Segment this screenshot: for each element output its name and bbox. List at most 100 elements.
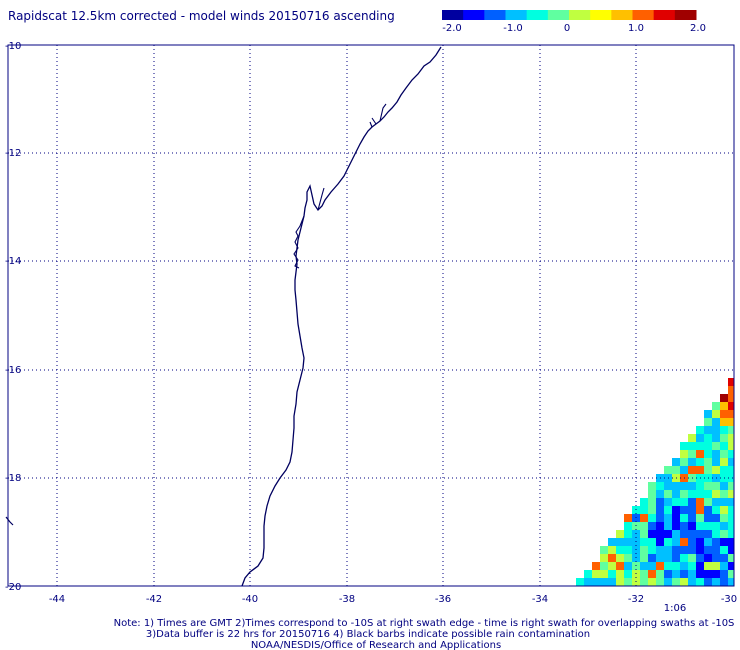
lon-label: -30 (721, 594, 737, 605)
wind-cell (720, 546, 728, 554)
colorbar-tick-labels: -2.0 -1.0 0 1.0 2.0 (442, 23, 706, 34)
wind-cell (640, 554, 648, 562)
wind-cell (600, 578, 608, 586)
wind-cell (640, 546, 648, 554)
wind-cell (712, 546, 720, 554)
wind-cell (608, 578, 616, 586)
lon-label: -42 (146, 594, 162, 605)
colorbar-tick-label: 2.0 (690, 23, 706, 34)
wind-cell (712, 466, 720, 474)
wind-cell (712, 410, 720, 418)
wind-cell (696, 442, 704, 450)
wind-cell (664, 578, 672, 586)
wind-cell (672, 554, 680, 562)
wind-cell (688, 506, 696, 514)
wind-cell (696, 498, 704, 506)
wind-cell (704, 458, 712, 466)
wind-cell (720, 522, 728, 530)
wind-cell (640, 514, 648, 522)
wind-cell (720, 426, 728, 434)
wind-cell (672, 498, 680, 506)
colorbar-swatch (569, 10, 591, 20)
wind-cell (720, 402, 728, 410)
wind-cell (672, 514, 680, 522)
wind-cell (712, 530, 720, 538)
wind-cell (680, 498, 688, 506)
wind-cell (648, 538, 656, 546)
wind-cell (624, 530, 632, 538)
wind-cell (664, 562, 672, 570)
wind-cell (688, 554, 696, 562)
wind-cell (720, 570, 728, 578)
wind-cell (680, 466, 688, 474)
wind-cell (728, 474, 734, 482)
wind-cell (624, 562, 632, 570)
wind-cell (712, 482, 720, 490)
wind-cell (656, 562, 664, 570)
wind-cell (728, 538, 734, 546)
wind-cell (656, 506, 664, 514)
wind-cell (680, 570, 688, 578)
wind-cell (704, 578, 712, 586)
wind-cell (728, 466, 734, 474)
wind-cell (712, 426, 720, 434)
wind-cell (712, 578, 720, 586)
wind-cell (648, 490, 656, 498)
wind-cell (720, 482, 728, 490)
wind-cell (728, 402, 734, 410)
wind-cell (672, 570, 680, 578)
wind-cell (712, 450, 720, 458)
wind-cell (680, 546, 688, 554)
wind-cell (648, 530, 656, 538)
wind-cell (720, 466, 728, 474)
wind-cell (728, 442, 734, 450)
wind-cell (720, 530, 728, 538)
island-outline (5, 516, 14, 526)
wind-cell (696, 538, 704, 546)
wind-cell (640, 522, 648, 530)
wind-cell (640, 562, 648, 570)
wind-cell (624, 538, 632, 546)
colorbar-swatch (463, 10, 485, 20)
wind-cell (728, 570, 734, 578)
wind-cell (664, 530, 672, 538)
wind-cell (688, 538, 696, 546)
wind-cell (720, 394, 728, 402)
wind-cell (688, 498, 696, 506)
wind-cell (656, 530, 664, 538)
lat-label: -10 (5, 41, 21, 52)
wind-cell (672, 546, 680, 554)
plot-area (5, 44, 735, 587)
wind-cell (656, 514, 664, 522)
wind-cell (664, 490, 672, 498)
wind-cell (696, 458, 704, 466)
wind-cell (640, 530, 648, 538)
wind-cell (648, 522, 656, 530)
wind-cell (672, 506, 680, 514)
wind-cell (728, 530, 734, 538)
lat-label: -12 (5, 148, 21, 159)
wind-cell (584, 570, 592, 578)
wind-cell (680, 530, 688, 538)
wind-cell (656, 554, 664, 562)
wind-cell (720, 418, 728, 426)
colorbar-swatch (611, 10, 633, 20)
wind-cell (704, 546, 712, 554)
wind-cell (728, 378, 734, 386)
lon-label: -38 (339, 594, 355, 605)
wind-cell (704, 570, 712, 578)
lon-label: -34 (532, 594, 548, 605)
wind-cell (624, 514, 632, 522)
wind-cell (600, 562, 608, 570)
wind-cell (688, 442, 696, 450)
colorbar-tick-label: 1.0 (628, 23, 644, 34)
wind-cell (688, 530, 696, 538)
colorbar (442, 10, 697, 20)
wind-cell (712, 570, 720, 578)
wind-cell (680, 442, 688, 450)
wind-cell (696, 530, 704, 538)
note-line-2: 3)Data buffer is 22 hrs for 20150716 4) … (146, 629, 590, 640)
wind-cell (728, 578, 734, 586)
map-title: Rapidscat 12.5km corrected - model winds… (8, 9, 395, 23)
wind-cell (712, 458, 720, 466)
